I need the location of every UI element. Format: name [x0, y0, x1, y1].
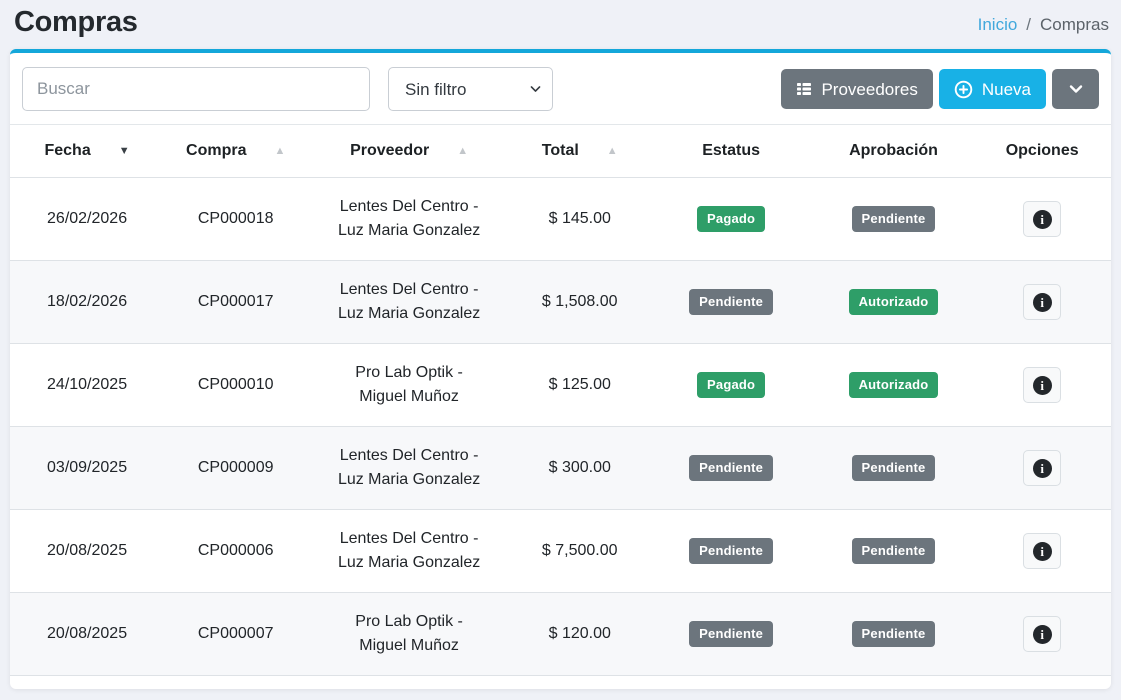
sort-caret-icon: ▲ [274, 145, 286, 157]
info-icon: i [1032, 292, 1052, 312]
estatus-badge: Pendiente [689, 538, 774, 564]
page-header: Compras Inicio / Compras [0, 0, 1121, 49]
info-icon: i [1032, 541, 1052, 561]
breadcrumb-separator: / [1026, 15, 1032, 34]
column-header[interactable]: Opciones [973, 124, 1111, 178]
table-row: 26/02/2026 CP000018 Lentes Del Centro -L… [10, 177, 1111, 261]
proveedores-button-label: Proveedores [821, 79, 918, 99]
aprobacion-badge: Pendiente [851, 621, 936, 647]
row-options-button[interactable]: i [1023, 201, 1062, 237]
more-actions-button[interactable] [1052, 69, 1099, 109]
filter-select-wrap: Sin filtro [388, 67, 553, 111]
estatus-badge: Pendiente [689, 455, 774, 481]
proveedores-button[interactable]: Proveedores [781, 69, 933, 109]
cell-compra: CP000018 [164, 177, 308, 261]
page-title: Compras [14, 6, 138, 38]
sort-caret-icon: ▲ [606, 145, 618, 157]
row-options-button[interactable]: i [1023, 284, 1062, 320]
cell-fecha: 03/09/2025 [10, 426, 165, 510]
estatus-badge: Pendiente [689, 621, 774, 647]
table-row: 20/08/2025 CP000006 Lentes Del Centro -L… [10, 509, 1111, 593]
table-row: 18/02/2026 CP000017 Lentes Del Centro -L… [10, 260, 1111, 344]
cell-fecha: 24/10/2025 [10, 343, 165, 427]
sort-caret-icon: ▼ [118, 145, 130, 157]
info-icon: i [1032, 624, 1052, 644]
cell-proveedor: Lentes Del Centro - Luz Maria Gonzalez [307, 426, 511, 510]
plus-circle-icon [954, 80, 973, 99]
column-header[interactable]: Estatus [648, 124, 814, 178]
cell-compra: CP000009 [164, 426, 308, 510]
filter-select[interactable]: Sin filtro [388, 67, 553, 111]
cell-fecha: 26/02/2026 [10, 177, 165, 261]
column-header[interactable]: Compra ▲ [164, 124, 308, 178]
cell-proveedor: Lentes Del Centro - Luz Maria Gonzalez [307, 177, 511, 261]
column-label: Opciones [1005, 142, 1079, 159]
column-label: Fecha [44, 142, 91, 159]
row-options-button[interactable]: i [1023, 616, 1062, 652]
aprobacion-badge: Pendiente [851, 538, 936, 564]
cell-total: $ 7,500.00 [510, 509, 649, 593]
table-row: 24/10/2025 CP000010 Pro Lab Optik - Migue… [10, 343, 1111, 427]
table-header-row: Fecha ▼ Compra ▲ Proveedor ▲ Total ▲ Estatus… [10, 124, 1111, 178]
column-label: Proveedor [350, 142, 430, 159]
info-icon: i [1032, 458, 1052, 478]
cell-total: $ 1,508.00 [510, 260, 649, 344]
column-header[interactable]: Aprobación [813, 124, 974, 178]
column-label: Aprobación [849, 142, 938, 159]
column-label: Compra [186, 142, 247, 159]
aprobacion-badge: Autorizado [848, 372, 939, 398]
compras-card: Sin filtro Proveedores [10, 49, 1111, 689]
cell-compra: CP000017 [164, 260, 308, 344]
toolbar: Sin filtro Proveedores [10, 53, 1111, 124]
cell-fecha: 18/02/2026 [10, 260, 165, 344]
info-icon: i [1032, 209, 1052, 229]
aprobacion-badge: Pendiente [851, 206, 936, 232]
nueva-button-label: Nueva [981, 79, 1031, 99]
row-options-button[interactable]: i [1023, 450, 1062, 486]
cell-proveedor: Lentes Del Centro - Luz Maria Gonzalez [307, 260, 511, 344]
cell-fecha: 20/08/2025 [10, 509, 165, 593]
estatus-badge: Pendiente [689, 289, 774, 315]
cell-compra: CP000007 [164, 592, 308, 676]
cell-proveedor: Lentes Del Centro - Luz Maria Gonzalez [307, 509, 511, 593]
cell-total: $ 120.00 [510, 592, 649, 676]
breadcrumb-home-link[interactable]: Inicio [977, 15, 1018, 34]
info-icon: i [1032, 375, 1052, 395]
estatus-badge: Pagado [697, 372, 766, 398]
column-label: Total [541, 142, 579, 159]
column-header[interactable]: Proveedor ▲ [307, 124, 511, 178]
row-options-button[interactable]: i [1023, 367, 1062, 403]
compras-table: Fecha ▼ Compra ▲ Proveedor ▲ Total ▲ Estatus… [10, 124, 1111, 676]
breadcrumb: Inicio / Compras [978, 6, 1109, 35]
aprobacion-badge: Autorizado [848, 289, 939, 315]
cell-compra: CP000010 [164, 343, 308, 427]
sort-caret-icon: ▲ [457, 145, 469, 157]
breadcrumb-current: Compras [1040, 15, 1109, 34]
toolbar-actions: Proveedores Nueva [781, 69, 1099, 109]
column-header[interactable]: Total ▲ [510, 124, 649, 178]
cell-proveedor: Pro Lab Optik - Miguel Muñoz [307, 343, 511, 427]
search-input[interactable] [22, 67, 370, 111]
table-row: 03/09/2025 CP000009 Lentes Del Centro -L… [10, 426, 1111, 510]
table-body: 26/02/2026 CP000018 Lentes Del Centro -L… [10, 177, 1111, 676]
row-options-button[interactable]: i [1023, 533, 1062, 569]
cell-total: $ 125.00 [510, 343, 649, 427]
cell-total: $ 300.00 [510, 426, 649, 510]
column-header[interactable]: Fecha ▼ [10, 124, 165, 178]
cell-compra: CP000006 [164, 509, 308, 593]
chevron-down-icon [1068, 81, 1084, 97]
aprobacion-badge: Pendiente [851, 455, 936, 481]
table-row: 20/08/2025 CP000007 Pro Lab Optik - Migue… [10, 592, 1111, 676]
cell-proveedor: Pro Lab Optik - Miguel Muñoz [307, 592, 511, 676]
nueva-button[interactable]: Nueva [938, 69, 1046, 109]
list-icon [796, 81, 812, 97]
cell-fecha: 20/08/2025 [10, 592, 165, 676]
column-label: Estatus [702, 142, 761, 159]
cell-total: $ 145.00 [510, 177, 649, 261]
estatus-badge: Pagado [697, 206, 766, 232]
